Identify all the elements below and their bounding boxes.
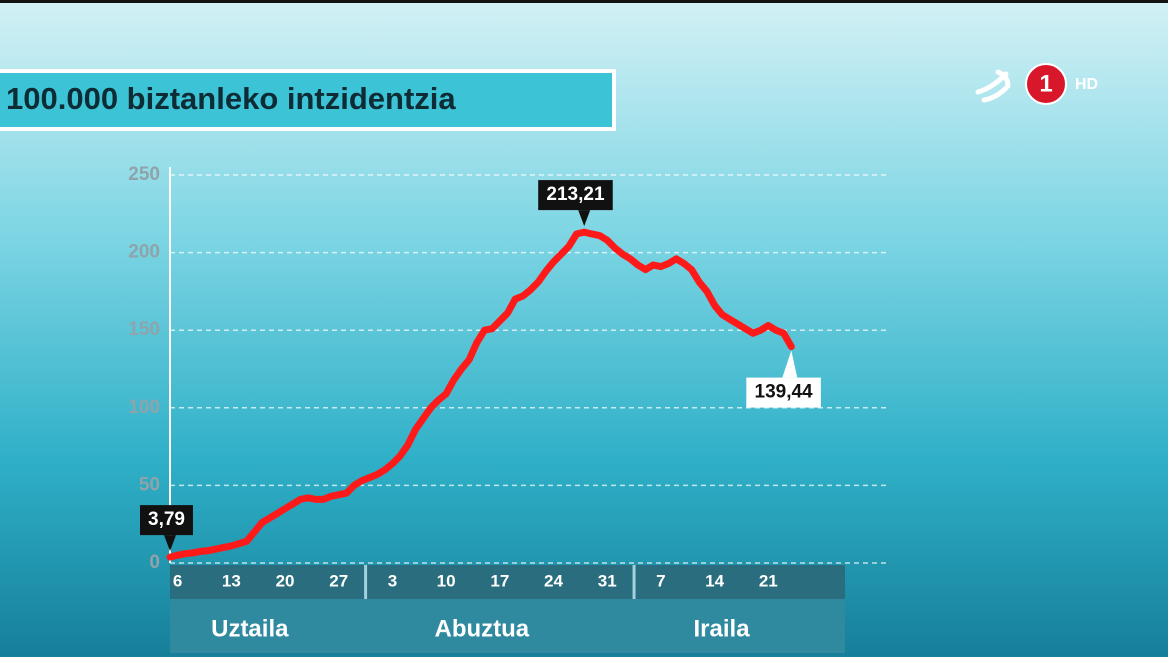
x-tick-label: 21 [759, 571, 778, 590]
y-tick-label: 250 [128, 164, 160, 185]
y-tick-label: 200 [128, 242, 160, 263]
month-label: Uztaila [211, 615, 289, 642]
value-label: 139,44 [755, 382, 814, 403]
logo-circle [1025, 63, 1067, 105]
logo-label: HD [1075, 76, 1098, 93]
x-tick-label: 31 [598, 571, 617, 590]
x-tick-label: 3 [388, 571, 397, 590]
month-label: Abuztua [435, 615, 530, 642]
y-tick-label: 150 [128, 319, 160, 340]
value-label: 3,79 [148, 509, 185, 530]
value-label-pointer [782, 350, 798, 378]
logo-number: 1 [1039, 70, 1052, 97]
day-strip [170, 565, 845, 599]
x-tick-label: 17 [490, 571, 509, 590]
value-label-box [538, 180, 613, 211]
chart-title: 100.000 biztanleko intzidentzia [6, 81, 456, 116]
month-label: Iraila [694, 615, 751, 642]
y-tick-label: 0 [149, 552, 160, 573]
x-tick-label: 27 [329, 571, 348, 590]
logo: 1 HD [975, 63, 1098, 105]
value-label-box [140, 505, 193, 536]
data-line [166, 228, 795, 561]
x-tick-label: 6 [173, 571, 182, 590]
month-band [170, 599, 845, 653]
logo-swirl [995, 69, 1011, 89]
value-label: 213,21 [546, 184, 605, 205]
x-tick-label: 10 [437, 571, 456, 590]
y-tick-label: 50 [139, 474, 160, 495]
x-tick-label: 20 [276, 571, 295, 590]
x-tick-label: 24 [544, 571, 563, 590]
title-box [0, 69, 616, 131]
y-tick-label: 100 [128, 397, 160, 418]
value-label-box [746, 377, 821, 408]
value-label-pointer [578, 210, 591, 227]
plot: 0 50 100 150 200 250 6 13 20 27 3 10 17 24 31 7 14 21 Uzta… [128, 164, 887, 653]
logo-swirl [981, 85, 1009, 103]
x-tick-label: 13 [222, 571, 241, 590]
x-tick-label: 14 [705, 571, 724, 590]
top-bar [0, 0, 1168, 3]
x-tick-label: 7 [656, 571, 665, 590]
value-label-pointer [164, 535, 176, 552]
